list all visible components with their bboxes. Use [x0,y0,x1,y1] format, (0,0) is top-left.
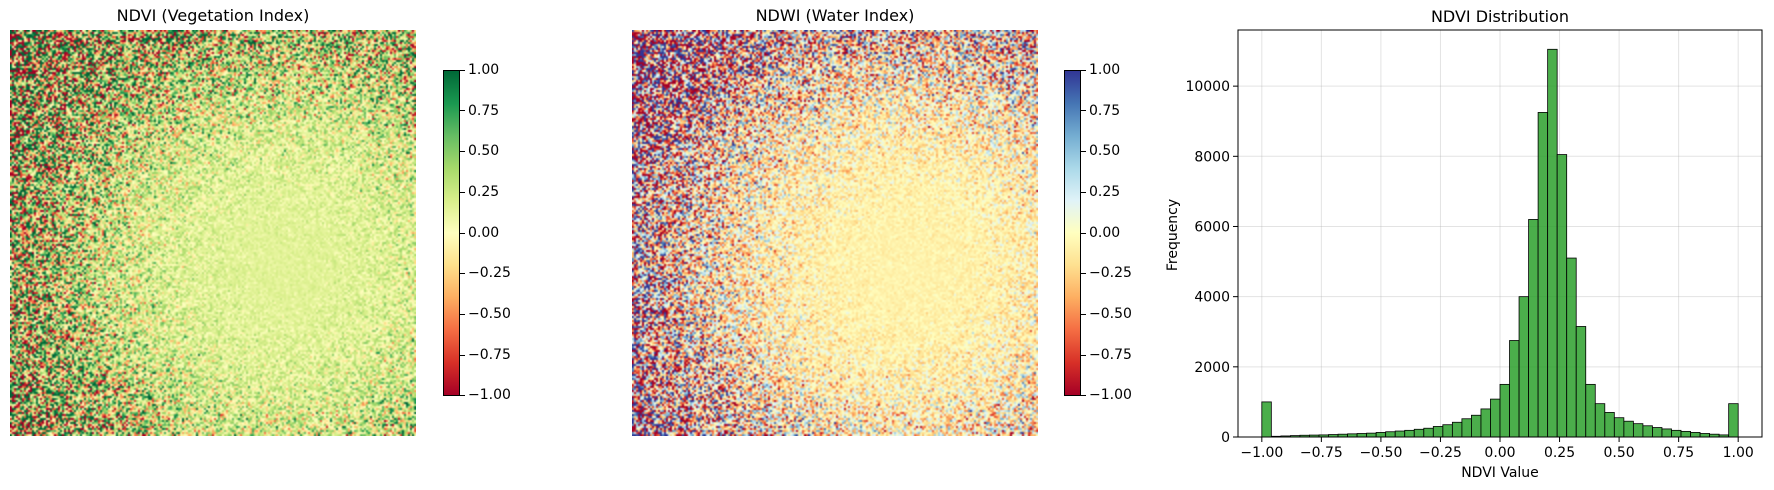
histogram-bar [1613,417,1625,438]
x-tick-label: 0.75 [1663,445,1694,461]
ndwi-cbar-tick-label: −0.50 [1089,306,1132,322]
histogram-bar [1385,431,1396,438]
histogram-bar [1642,425,1653,438]
histogram-bar [1556,154,1568,438]
y-tick-label: 10000 [1185,79,1230,95]
x-tick-label: −0.25 [1419,445,1462,461]
histogram-bar [1432,426,1444,438]
x-tick-label: −1.00 [1240,445,1283,461]
ndwi-cbar-tick-label: −1.00 [1089,387,1132,403]
ndvi-cbar-tick-label: 0.00 [468,225,500,241]
x-tick-label: 0.50 [1604,445,1635,461]
histogram-bar [1499,383,1510,438]
histogram-bar [1680,430,1691,438]
histogram-bar [1490,398,1501,438]
histogram-bar [1594,403,1606,438]
histogram-bar [1356,433,1368,438]
histogram-bar [1671,429,1682,438]
histogram-x-ticks: −1.00 −0.75 −0.50 −0.25 0.00 0.25 0.50 0.75 1.00 [1240,437,1754,461]
ndvi-cbar-tick-label: 0.50 [468,143,500,159]
histogram-bar [1451,421,1463,438]
ndvi-colorbar-gradient [443,70,460,396]
histogram-bar [1632,423,1644,438]
histogram-bar [1690,432,1701,438]
ndwi-cbar-tick-label: −0.25 [1089,265,1132,281]
ndvi-cbar-tick-label: 0.75 [468,103,500,119]
histogram-bar [1509,340,1520,438]
histogram-bar [1575,326,1587,438]
histogram-bar [1699,433,1711,438]
histogram-bar [1442,424,1453,438]
ndwi-title: NDWI (Water Index) [755,6,915,25]
ndvi-heatmap [10,30,416,436]
histogram-title: NDVI Distribution [1431,7,1569,26]
histogram-bar [1652,427,1663,438]
histogram-bar [1461,418,1472,438]
histogram-bar [1537,112,1549,438]
histogram-bar [1375,432,1387,438]
ndwi-cbar-tick-label: 0.00 [1089,225,1121,241]
histogram-bar [1604,412,1615,438]
ndvi-cbar-tick-label: 0.25 [468,184,500,200]
x-tick-label: 0.00 [1484,445,1515,461]
histogram-bar [1404,429,1415,438]
histogram-bar [1261,401,1272,438]
ndvi-cbar-tick-label: −0.75 [468,347,511,363]
histogram-bar [1566,257,1577,438]
ndwi-colorbar-gradient [1064,70,1081,396]
x-tick-label: −0.75 [1300,445,1343,461]
histogram-bar [1366,432,1377,438]
histogram-bar [1547,48,1558,438]
histogram-y-ticks: 0 2000 4000 6000 8000 10000 [1185,79,1238,446]
ndwi-cbar-tick-label: −0.75 [1089,347,1132,363]
histogram-bar [1518,296,1529,438]
y-tick-label: 4000 [1194,290,1230,306]
histogram-bar [1623,420,1634,438]
histogram-bar [1585,383,1596,438]
ndwi-cbar-tick-label: 0.25 [1089,184,1121,200]
histogram-bar [1471,414,1482,438]
ndwi-cbar-tick-label: 0.50 [1089,143,1121,159]
ndvi-cbar-tick-label: 1.00 [468,62,500,78]
histogram-bar [1480,408,1491,438]
ndvi-cbar-tick-label: −0.25 [468,265,511,281]
histogram-y-label: Frequency [1165,199,1181,271]
histogram-bar [1394,430,1406,438]
ndvi-cbar-tick-label: −1.00 [468,387,511,403]
ndvi-title: NDVI (Vegetation Index) [116,6,310,25]
histogram-bar [1413,428,1425,438]
y-tick-label: 2000 [1194,360,1230,376]
y-tick-label: 0 [1221,430,1230,446]
y-tick-label: 8000 [1194,149,1230,165]
ndwi-heatmap [632,30,1038,436]
x-tick-label: −0.50 [1359,445,1402,461]
ndwi-cbar-tick-label: 0.75 [1089,103,1121,119]
histogram-bar [1528,219,1539,438]
x-tick-label: 0.25 [1544,445,1575,461]
x-tick-label: 1.00 [1723,445,1754,461]
ndvi-cbar-tick-label: −0.50 [468,306,511,322]
histogram-x-label: NDVI Value [1461,465,1539,481]
ndwi-cbar-tick-label: 1.00 [1089,62,1121,78]
histogram-bar [1661,428,1672,438]
histogram-bar [1423,427,1434,438]
histogram-bar [1728,403,1739,438]
histogram-grid [1238,30,1762,438]
y-tick-label: 6000 [1194,219,1230,235]
